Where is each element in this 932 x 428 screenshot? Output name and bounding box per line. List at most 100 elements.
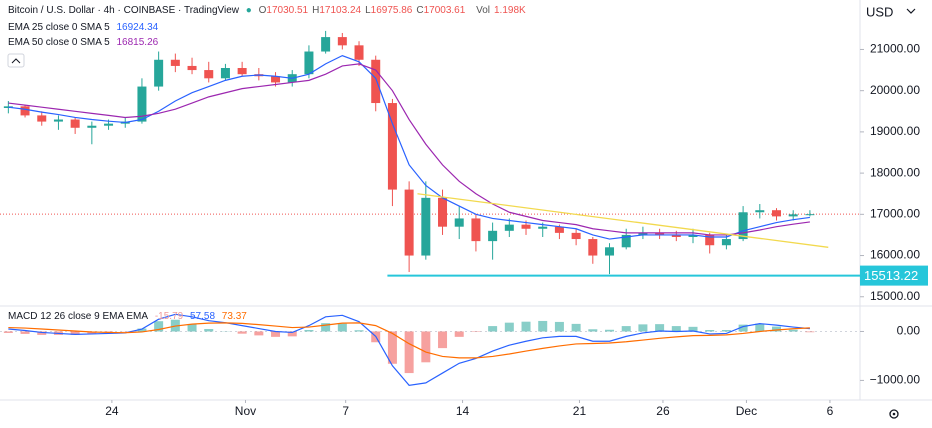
candle-body (788, 214, 798, 217)
histogram-bar (337, 323, 347, 332)
candle-body (454, 218, 464, 227)
histogram-bar (788, 329, 798, 332)
histogram-value: -15.79 (154, 311, 184, 322)
candle-body (421, 197, 431, 256)
histogram-bar (755, 323, 765, 332)
currency-chevron[interactable] (906, 8, 916, 14)
candle-body (137, 86, 147, 122)
support-badge (860, 265, 928, 286)
histogram-bar (805, 331, 815, 333)
macd-name: MACD 12 26 close 9 EMA EMA (8, 311, 149, 322)
collapse-box[interactable] (7, 53, 25, 68)
ema25-name: EMA 25 close 0 SMA 5 (8, 22, 110, 33)
support-badge-label: 15513.22 (864, 268, 918, 283)
y-tick-label: 21000.00 (870, 42, 920, 56)
histogram-bar (304, 330, 314, 332)
histogram-bar (37, 331, 47, 335)
x-tick-label: 6 (827, 404, 834, 418)
histogram-bar (387, 331, 397, 364)
gear-icon[interactable] (889, 409, 899, 419)
histogram-bar (655, 324, 665, 332)
ohlc-label: O (258, 5, 267, 16)
histogram-bar (705, 330, 715, 332)
ema50-legend: EMA 50 close 0 SMA 5 16815.26 (8, 37, 162, 48)
histogram-bar (421, 331, 431, 363)
histogram-bar (571, 323, 581, 332)
x-tick-label: 14 (456, 404, 470, 418)
candle-body (605, 247, 615, 256)
y-tick-label: 20000.00 (870, 83, 920, 97)
y-tick-label: 16000.00 (870, 248, 920, 262)
candle-body (104, 123, 114, 126)
gear-center[interactable] (892, 412, 896, 416)
candle-body (37, 115, 47, 122)
histogram-bar (454, 331, 464, 337)
candle-body (154, 59, 164, 87)
ema50-value: 16815.26 (116, 37, 159, 48)
candle-body (237, 68, 247, 75)
candle-body (755, 210, 765, 213)
histogram-bar (638, 324, 648, 332)
histogram-bar (554, 321, 564, 332)
candle-body (321, 37, 331, 52)
signal-value: 73.37 (221, 311, 247, 322)
histogram-bar (287, 331, 297, 337)
candle-body (387, 103, 397, 190)
macd-value: 57.58 (189, 311, 216, 322)
candle-body (671, 234, 681, 237)
histogram-bar (621, 326, 631, 332)
histogram-bar (438, 331, 448, 349)
indicator-line (8, 54, 810, 240)
collapse-icon[interactable] (11, 58, 21, 64)
candle-body (271, 76, 281, 83)
ohlc-values: O17030.51 H17103.24 L16975.86 C17003.61 (259, 5, 470, 16)
candle-body (721, 239, 731, 246)
y-tick-label: 17000.00 (870, 206, 920, 220)
candle-body (772, 210, 782, 217)
histogram-bar (538, 320, 548, 332)
ohlc-value: 17003.61 (423, 5, 466, 16)
volume: Vol 1.198K (476, 5, 526, 16)
histogram-bar (20, 331, 30, 334)
candle-body (488, 230, 498, 242)
candle-body (655, 232, 665, 235)
symbol-title: Bitcoin / U.S. Dollar · 4h · COINBASE · … (8, 5, 240, 16)
histogram-bar (3, 331, 13, 333)
histogram-bar (70, 331, 80, 335)
histogram-bar (321, 323, 331, 332)
x-tick-label: Dec (736, 404, 757, 418)
candle-body (304, 51, 314, 75)
candle-body (20, 106, 30, 116)
candle-body (504, 224, 514, 231)
histogram-bar (738, 324, 748, 332)
histogram-bar (671, 326, 681, 332)
candle-body (354, 45, 364, 60)
ohlc-value: 17103.24 (319, 5, 362, 16)
volume-value: 1.198K (494, 5, 526, 16)
histogram-bar (404, 331, 414, 374)
collapse-button[interactable] (7, 53, 25, 68)
ema25-value: 16924.34 (116, 22, 159, 33)
candle-body (538, 226, 548, 229)
histogram-bar (137, 328, 147, 332)
symbol-legend: Bitcoin / U.S. Dollar · 4h · COINBASE · … (8, 5, 530, 16)
macd-legend: MACD 12 26 close 9 EMA EMA -15.79 57.58 … (8, 311, 251, 322)
candle-body (337, 37, 347, 46)
candle-body (738, 212, 748, 240)
indicator-line (8, 313, 810, 386)
histogram-bar (772, 326, 782, 332)
x-tick-label: Nov (235, 404, 256, 418)
y-tick-label: 0.00 (897, 324, 921, 338)
candle-body (170, 59, 180, 66)
histogram-bar (354, 330, 364, 332)
ema50-name: EMA 50 close 0 SMA 5 (8, 37, 110, 48)
y-tick-label: 18000.00 (870, 165, 920, 179)
histogram-bar (721, 330, 731, 332)
histogram-bar (237, 331, 247, 334)
histogram-bar (154, 321, 164, 332)
settings-button[interactable] (889, 409, 899, 419)
currency-label[interactable]: USD (866, 4, 893, 19)
histogram-bar (605, 329, 615, 332)
